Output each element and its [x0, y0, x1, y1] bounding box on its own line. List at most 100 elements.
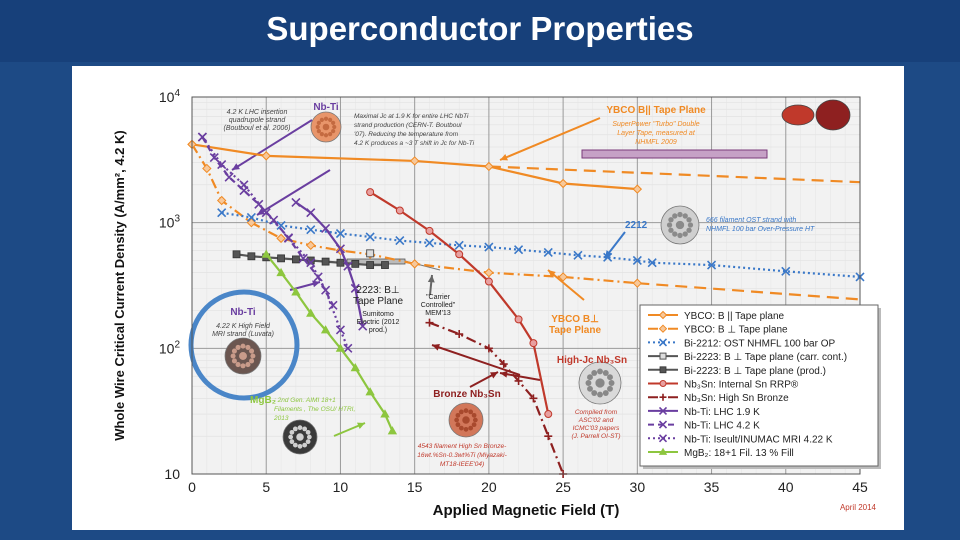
y-tick-exponent: 4 — [174, 88, 180, 99]
data-point — [529, 339, 538, 348]
y-axis-label: Whole Wire Critical Current Density (A/m… — [112, 130, 127, 441]
y-tick-label: 10 — [164, 466, 180, 482]
ybco-tape-image — [581, 149, 768, 159]
x-tick-label: 35 — [704, 479, 720, 495]
legend-label: MgB₂: 18+1 Fil. 13 % Fill — [684, 448, 794, 459]
legend-label: YBCO: B ⊥ Tape plane — [684, 325, 788, 336]
arrow-shaft — [431, 344, 521, 376]
data-point — [306, 240, 316, 251]
ybco-parallel-arrow — [499, 117, 601, 161]
data-point — [321, 223, 331, 233]
strand-filament — [289, 429, 295, 435]
data-point — [658, 434, 668, 443]
data-point — [247, 252, 256, 261]
ybco-parallel-annotation: NHMFL 2009 — [635, 139, 677, 146]
title-bar — [0, 0, 960, 62]
strand-filament — [677, 211, 683, 218]
data-point — [292, 255, 300, 264]
y-tick-exponent: 3 — [174, 214, 180, 225]
data-point — [343, 343, 353, 353]
strand-filament — [471, 412, 477, 418]
mgb2-heading: MgB₂ — [250, 395, 276, 406]
legend-box — [639, 304, 879, 467]
compiled-annotation: ICMC'03 papers — [573, 425, 621, 432]
data-point — [276, 267, 286, 277]
data-point — [529, 394, 538, 403]
bronze-annotation: MT18-IEEE'04) — [440, 461, 484, 468]
strand-filament — [463, 408, 469, 414]
strand-filament — [672, 231, 678, 237]
data-point — [514, 376, 523, 385]
strand-filament — [455, 412, 461, 418]
data-point — [321, 257, 330, 266]
strand-filament — [591, 370, 598, 376]
strand-filament — [672, 213, 678, 219]
max-jc-annotation: 4.2 K produces a ~3 T shift in Jc for Nb… — [354, 140, 475, 147]
series-line — [369, 191, 550, 415]
data-point — [246, 217, 257, 228]
data-point — [647, 258, 657, 268]
data-point — [366, 249, 375, 258]
ybco-perp-heading: YBCO B⊥ — [551, 314, 599, 325]
x-tick-label: 40 — [778, 479, 794, 495]
data-point — [543, 247, 553, 257]
data-point — [335, 244, 346, 254]
bi2212-strand-image — [660, 205, 700, 245]
y-tick-base: 10 — [159, 89, 175, 105]
series-10 — [261, 249, 398, 435]
strand-filament — [468, 409, 474, 415]
data-point — [658, 338, 668, 347]
data-point — [350, 362, 360, 372]
data-point — [573, 250, 583, 260]
data-point — [336, 258, 345, 267]
x-tick-label: 10 — [333, 479, 349, 495]
arrow-shaft — [499, 117, 601, 161]
data-point — [544, 410, 553, 419]
data-point — [659, 352, 667, 360]
series-extrapolation — [488, 165, 861, 184]
carrier-annotation: MEM'13 — [425, 310, 451, 317]
data-point — [409, 156, 420, 166]
data-point — [455, 250, 464, 259]
data-point — [658, 310, 668, 320]
max-jc-annotation: '07). Reducing the temperature from — [354, 131, 459, 138]
data-point — [239, 180, 249, 190]
data-point — [658, 406, 668, 415]
x-tick-label: 0 — [188, 479, 196, 495]
strand-filament — [235, 362, 241, 368]
data-point — [632, 278, 643, 288]
lhc-annotation: 4.2 K LHC insertion — [227, 109, 288, 116]
legend-label: Nb-Ti: LHC 1.9 K — [684, 407, 760, 418]
nbti-mri-annotation: 4.22 K High Field — [216, 323, 271, 330]
strand-filament — [591, 390, 598, 396]
nbti-lhc-arrow — [231, 119, 313, 171]
series-7 — [291, 197, 368, 331]
data-point — [366, 261, 375, 269]
data-point — [366, 188, 375, 197]
x-axis-label: Applied Magnetic Field (T) — [433, 502, 620, 519]
data-point — [261, 208, 271, 218]
strand-filament — [668, 217, 674, 223]
strand-filament — [297, 425, 303, 431]
strand-filament — [297, 443, 303, 449]
series-line — [191, 143, 638, 191]
strand-filament — [292, 442, 298, 448]
nbti-mri-strand-image — [224, 337, 262, 375]
nbti-mri-annotation: MRI strand (Luvata) — [212, 331, 274, 338]
strand-core — [675, 220, 685, 230]
data-point — [558, 272, 568, 282]
nhmfl-logo — [781, 104, 815, 126]
data-point — [659, 380, 667, 387]
strand-filament — [597, 391, 603, 398]
data-point — [276, 233, 286, 244]
data-point — [291, 287, 301, 296]
y-tick-label: 103 — [159, 214, 181, 231]
data-point — [659, 393, 667, 401]
arrow-head — [500, 370, 508, 378]
data-point — [306, 225, 316, 235]
y-tick-base: 10 — [159, 215, 175, 231]
strand-filament — [230, 353, 236, 359]
arrow-head — [257, 208, 265, 215]
y-tick-label: 102 — [159, 339, 181, 356]
